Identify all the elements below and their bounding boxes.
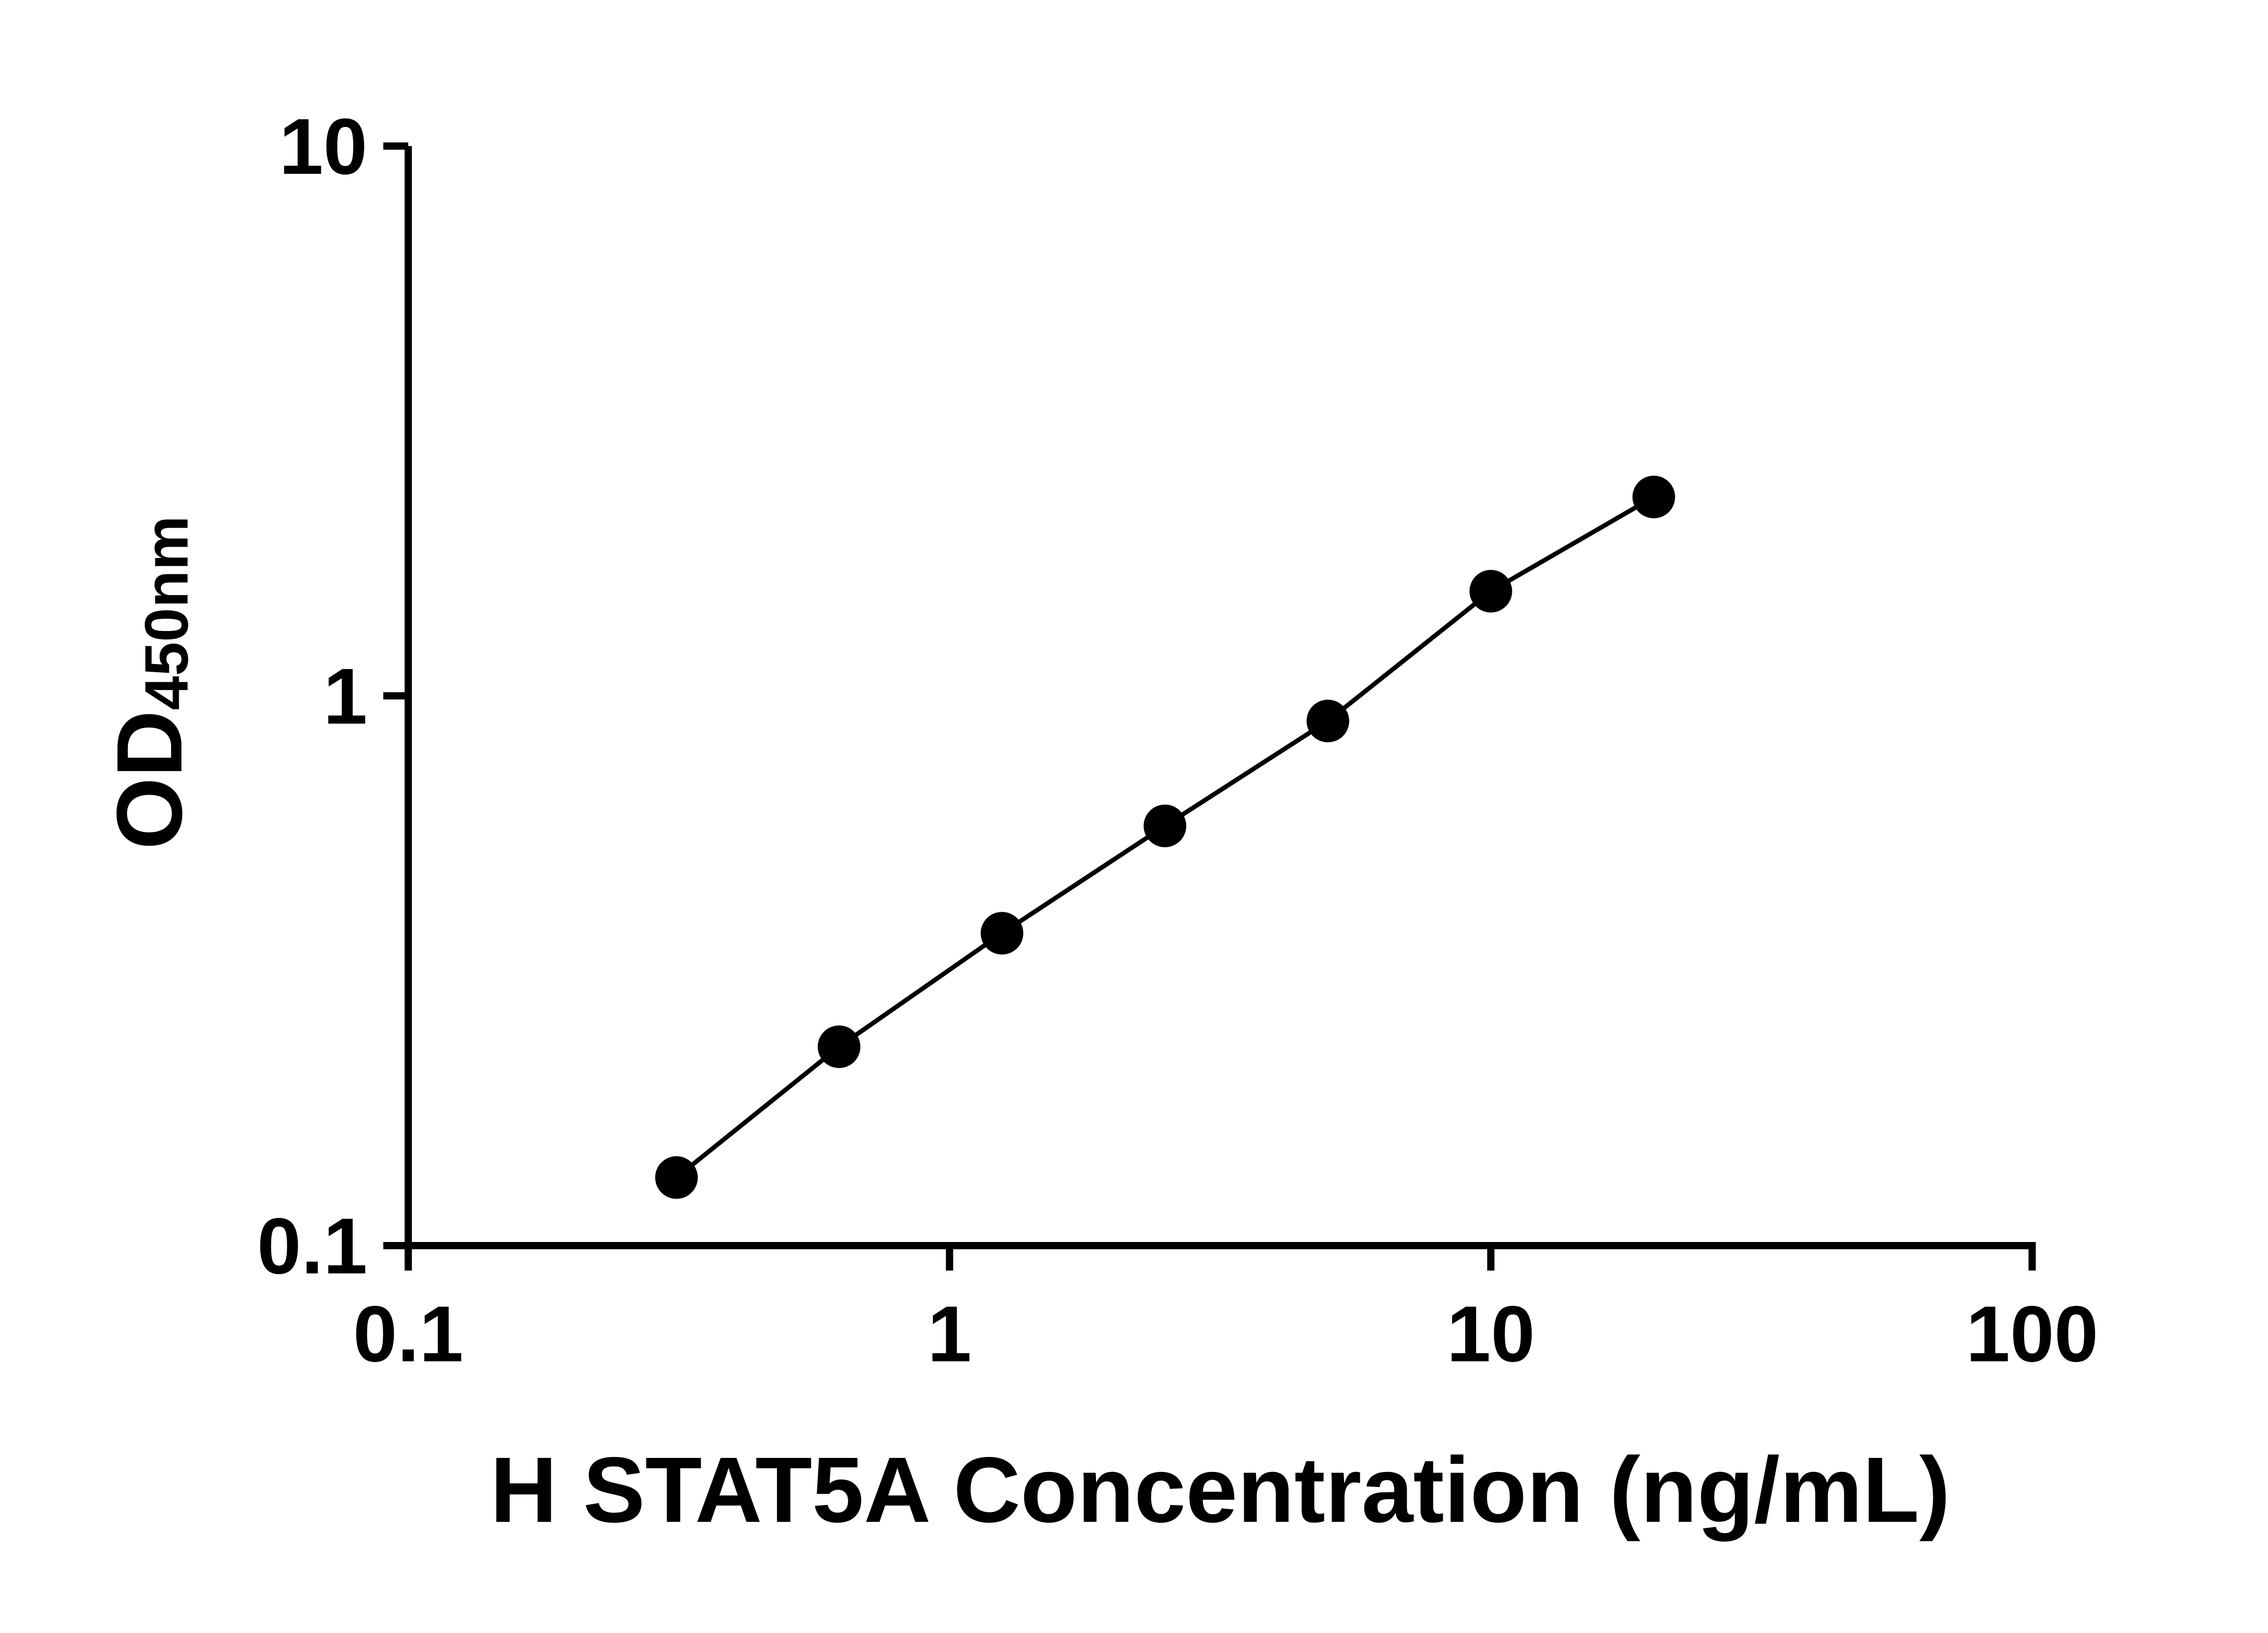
data-point-marker xyxy=(1469,570,1512,613)
y-tick-label: 1 xyxy=(323,652,367,741)
x-axis-title: H STAT5A Concentration (ng/mL) xyxy=(490,1438,1950,1542)
x-tick-label: 1 xyxy=(928,1290,972,1379)
data-point-marker xyxy=(980,912,1023,955)
y-axis-title-main: OD xyxy=(98,710,201,850)
data-point-marker xyxy=(817,1025,860,1068)
y-axis-title: OD450nm xyxy=(96,516,203,850)
data-point-marker xyxy=(1632,475,1675,518)
data-point-marker xyxy=(1306,699,1349,743)
data-point-marker xyxy=(655,1156,698,1199)
data-point-marker xyxy=(1144,804,1187,847)
y-tick-label: 10 xyxy=(279,103,367,191)
x-tick-label: 0.1 xyxy=(353,1290,463,1379)
x-tick-label: 100 xyxy=(1966,1290,2098,1379)
y-tick-label: 0.1 xyxy=(257,1202,367,1291)
y-axis-title-sub: 450nm xyxy=(132,515,201,710)
x-tick-label: 10 xyxy=(1447,1290,1535,1379)
